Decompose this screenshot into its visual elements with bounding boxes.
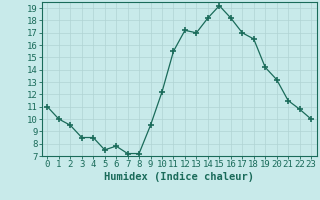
X-axis label: Humidex (Indice chaleur): Humidex (Indice chaleur)	[104, 172, 254, 182]
